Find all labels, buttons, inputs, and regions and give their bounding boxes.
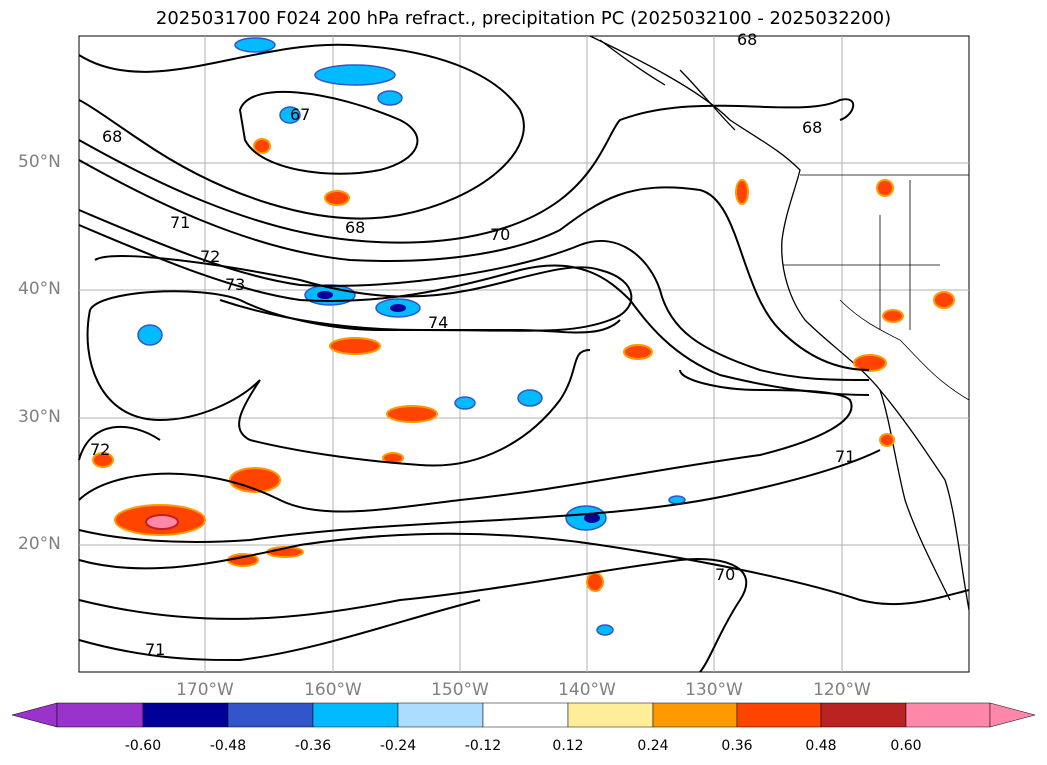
lon-label: 130°W [685, 680, 743, 700]
lat-label: 40°N [18, 279, 61, 299]
contour-labels: 68 67 68 71 72 73 68 70 74 72 71 70 71 6… [90, 30, 855, 659]
colorbar [11, 702, 1036, 728]
colorbar-tick: 0.36 [721, 738, 753, 754]
colorbar-segment [989, 702, 1036, 728]
colorbar-tick: 0.24 [637, 738, 669, 754]
contour-label: 72 [90, 440, 110, 459]
lon-label: 150°W [431, 680, 489, 700]
colorbar-tick: -0.12 [464, 738, 502, 754]
contour-label: 68 [737, 30, 757, 49]
colorbar-segment [142, 702, 229, 728]
lat-label: 20°N [18, 534, 61, 554]
colorbar-tick: 0.48 [805, 738, 837, 754]
colorbar-segment [227, 702, 314, 728]
colorbar-segment [652, 702, 738, 728]
contour-label: 71 [835, 447, 855, 466]
lon-label: 160°W [304, 680, 362, 700]
colorbar-segment [736, 702, 822, 728]
contour-label: 68 [802, 118, 822, 137]
colorbar-tick: 0.12 [552, 738, 584, 754]
borders [783, 174, 970, 401]
colorbar-segment [482, 702, 569, 728]
colorbar-tick: -0.48 [209, 738, 247, 754]
lon-label: 170°W [176, 680, 234, 700]
gridlines [79, 36, 969, 672]
colorbar-segment [567, 702, 654, 728]
contour-label: 67 [290, 105, 310, 124]
colorbar-segment [905, 702, 991, 728]
map-frame [78, 35, 970, 673]
lat-label: 30°N [18, 407, 61, 427]
contour-label: 70 [715, 565, 735, 584]
lon-label: 140°W [558, 680, 616, 700]
colorbar-tick: 0.60 [890, 738, 922, 754]
colorbar-segment [56, 702, 144, 728]
contour-label: 73 [225, 275, 245, 294]
colorbar-tick: -0.36 [294, 738, 332, 754]
contour-label: 71 [170, 213, 190, 232]
contour-label: 68 [345, 218, 365, 237]
colorbar-segment [820, 702, 907, 728]
colorbar-tick: -0.24 [379, 738, 417, 754]
contour-label: 68 [102, 127, 122, 146]
colorbar-tick: -0.60 [124, 738, 162, 754]
lon-label: 120°W [813, 680, 871, 700]
colorbar-segment [397, 702, 484, 728]
contour-label: 71 [145, 640, 165, 659]
map-title: 2025031700 F024 200 hPa refract., precip… [155, 8, 892, 29]
contours [78, 43, 970, 673]
colorbar-segment [312, 702, 399, 728]
lat-label: 50°N [18, 152, 61, 172]
coastline [589, 35, 970, 611]
contour-label: 74 [428, 313, 448, 332]
contour-label: 70 [490, 225, 510, 244]
colorbar-segment [11, 702, 58, 728]
contour-label: 72 [200, 247, 220, 266]
